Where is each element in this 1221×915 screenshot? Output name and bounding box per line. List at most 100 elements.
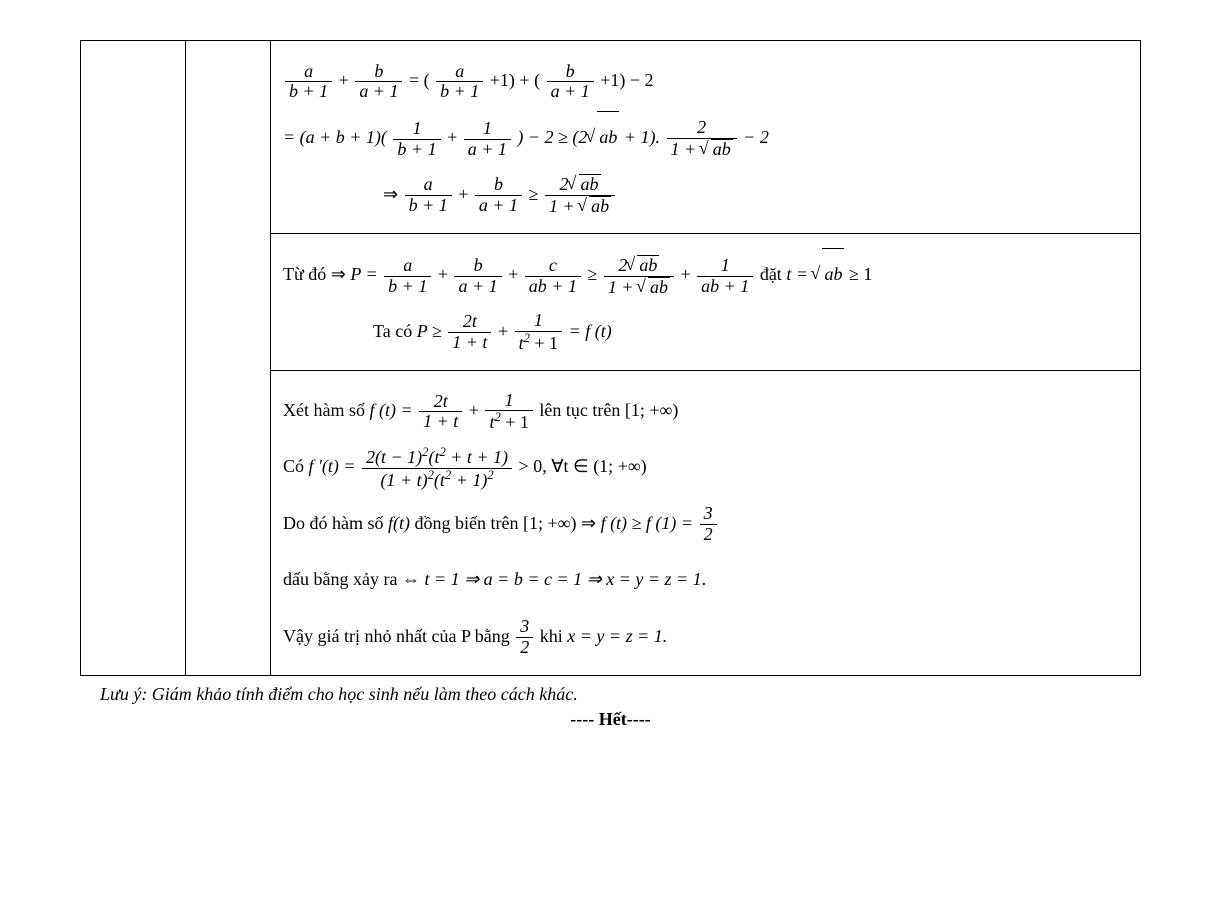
text: ≥: [529, 184, 543, 204]
text: ⇒: [576, 513, 600, 533]
frac-num: a: [436, 62, 483, 83]
frac-num: a: [384, 256, 431, 277]
text: Do đó hàm số: [283, 513, 388, 533]
frac-num: c: [525, 256, 581, 277]
text: − 2: [743, 127, 769, 147]
text: 1 +: [608, 277, 638, 297]
frac-num: a: [285, 62, 332, 83]
frac-num: 3: [700, 504, 717, 525]
text: = f (t): [569, 321, 612, 341]
text: P ≥: [417, 321, 447, 341]
sqrt-rad: ab: [711, 139, 733, 160]
text: P =: [350, 264, 382, 284]
frac-num: b: [355, 62, 402, 83]
frac-num: 1: [393, 119, 440, 140]
frac-num: 2t: [448, 312, 491, 333]
text: Có: [283, 456, 309, 476]
text: lên tục trên: [539, 400, 624, 420]
frac-num: b: [547, 62, 594, 83]
sqrt-rad: ab: [579, 174, 601, 195]
text: + 1): [451, 470, 487, 490]
frac-num: 1: [485, 391, 532, 412]
text: Ta có: [373, 321, 417, 341]
frac-den: 1 + t: [448, 333, 491, 353]
text: (t: [434, 470, 445, 490]
cell-step-1: ab + 1 + ba + 1 = ( ab + 1 +1) + ( ba + …: [271, 41, 1141, 234]
frac-den: b + 1: [436, 82, 483, 102]
text: đặt: [760, 264, 787, 284]
eq-line-4: Từ đó ⇒ P = ab + 1 + ba + 1 + cab + 1 ≥ …: [283, 248, 1128, 299]
col-blank-1: [81, 41, 186, 676]
end-text: ---- Hết----: [80, 709, 1141, 730]
text: f(t): [388, 513, 410, 533]
frac-num: 3: [516, 617, 533, 638]
eq-line-2: = (a + b + 1)( 1b + 1 + 1a + 1 ) − 2 ≥ (…: [283, 111, 1128, 162]
text: t = 1 ⇒ a = b = c = 1 ⇒ x = y = z = 1: [424, 569, 701, 589]
sqrt-rad: ab: [597, 111, 619, 162]
eq-line-3: ⇒ ab + 1 + ba + 1 ≥ 2ab1 + ab: [283, 169, 1128, 219]
text: đồng biến trên: [410, 513, 523, 533]
frac-den: a + 1: [454, 277, 501, 297]
frac-den: 1 + t: [419, 412, 462, 432]
eq-line-7: Có f '(t) = 2(t − 1)2(t2 + t + 1) (1 + t…: [283, 441, 1128, 491]
frac-den: b + 1: [405, 196, 452, 216]
text: ) − 2 ≥ (2: [517, 127, 587, 147]
text: khi: [540, 626, 568, 646]
eq-line-6: Xét hàm số f (t) = 2t1 + t + 1t2 + 1 lên…: [283, 385, 1128, 435]
frac-den: b + 1: [393, 140, 440, 160]
cell-step-3: Xét hàm số f (t) = 2t1 + t + 1t2 + 1 lên…: [271, 370, 1141, 675]
text: (t: [428, 447, 439, 467]
solution-table: ab + 1 + ba + 1 = ( ab + 1 +1) + ( ba + …: [80, 40, 1141, 676]
text: Vậy giá trị nhỏ nhất của P bằng: [283, 626, 514, 646]
text: ≥: [587, 264, 601, 284]
frac-den: ab + 1: [525, 277, 581, 297]
frac-den: a + 1: [464, 140, 511, 160]
frac-num: 1: [515, 311, 562, 332]
frac-num: b: [475, 175, 522, 196]
text: ≥ 1: [844, 264, 872, 284]
frac-den: a + 1: [355, 82, 402, 102]
text: 1 +: [671, 139, 701, 159]
frac-den: a + 1: [547, 82, 594, 102]
frac-den: 2: [516, 638, 533, 658]
text: +1) − 2: [600, 70, 653, 90]
text: [1; +∞): [625, 400, 678, 420]
sqrt-rad: ab: [589, 196, 611, 217]
text: = (a + b + 1)(: [283, 127, 387, 147]
frac-num: 2t: [419, 392, 462, 413]
sqrt-rad: ab: [822, 248, 844, 299]
eq-line-10: Vậy giá trị nhỏ nhất của P bằng 32 khi x…: [283, 611, 1128, 661]
text: > 0, ∀t ∈ (1; +∞): [519, 456, 647, 476]
text: ⇒: [383, 184, 403, 204]
frac-num: 1: [697, 256, 753, 277]
sqrt-rad: ab: [637, 255, 659, 276]
col-blank-2: [186, 41, 271, 676]
text: (1 + t): [380, 470, 427, 490]
text: 1 +: [549, 196, 579, 216]
eq-line-5: Ta có P ≥ 2t1 + t + 1t2 + 1 = f (t): [283, 306, 1128, 356]
frac-den: 2: [700, 525, 717, 545]
frac-num: b: [454, 256, 501, 277]
text: Xét hàm số: [283, 400, 369, 420]
text: + t + 1): [446, 447, 508, 467]
text: f (t) ≥ f (1) =: [601, 513, 698, 533]
text: t =: [786, 264, 812, 284]
text: +1) + (: [490, 70, 540, 90]
eq-line-1: ab + 1 + ba + 1 = ( ab + 1 +1) + ( ba + …: [283, 55, 1128, 105]
frac-den: b + 1: [384, 277, 431, 297]
text: x = y = z = 1.: [567, 626, 667, 646]
note-text: Lưu ý: Giám khảo tính điểm cho học sinh …: [100, 684, 1141, 705]
eq-line-9: dấu bằng xảy ra ⇔ t = 1 ⇒ a = b = c = 1 …: [283, 554, 1128, 604]
text: [1; +∞): [523, 513, 576, 533]
text: 2(t − 1): [366, 447, 422, 467]
frac-num: 2: [667, 118, 737, 139]
cell-step-2: Từ đó ⇒ P = ab + 1 + ba + 1 + cab + 1 ≥ …: [271, 234, 1141, 371]
frac-num: 1: [464, 119, 511, 140]
frac-num: a: [405, 175, 452, 196]
text: dấu bằng xảy ra ⇔: [283, 569, 424, 589]
frac-den: ab + 1: [697, 277, 753, 297]
text: .: [702, 569, 707, 589]
text: f (t) =: [369, 400, 417, 420]
eq-line-8: Do đó hàm số f(t) đồng biến trên [1; +∞)…: [283, 498, 1128, 548]
frac-den: b + 1: [285, 82, 332, 102]
